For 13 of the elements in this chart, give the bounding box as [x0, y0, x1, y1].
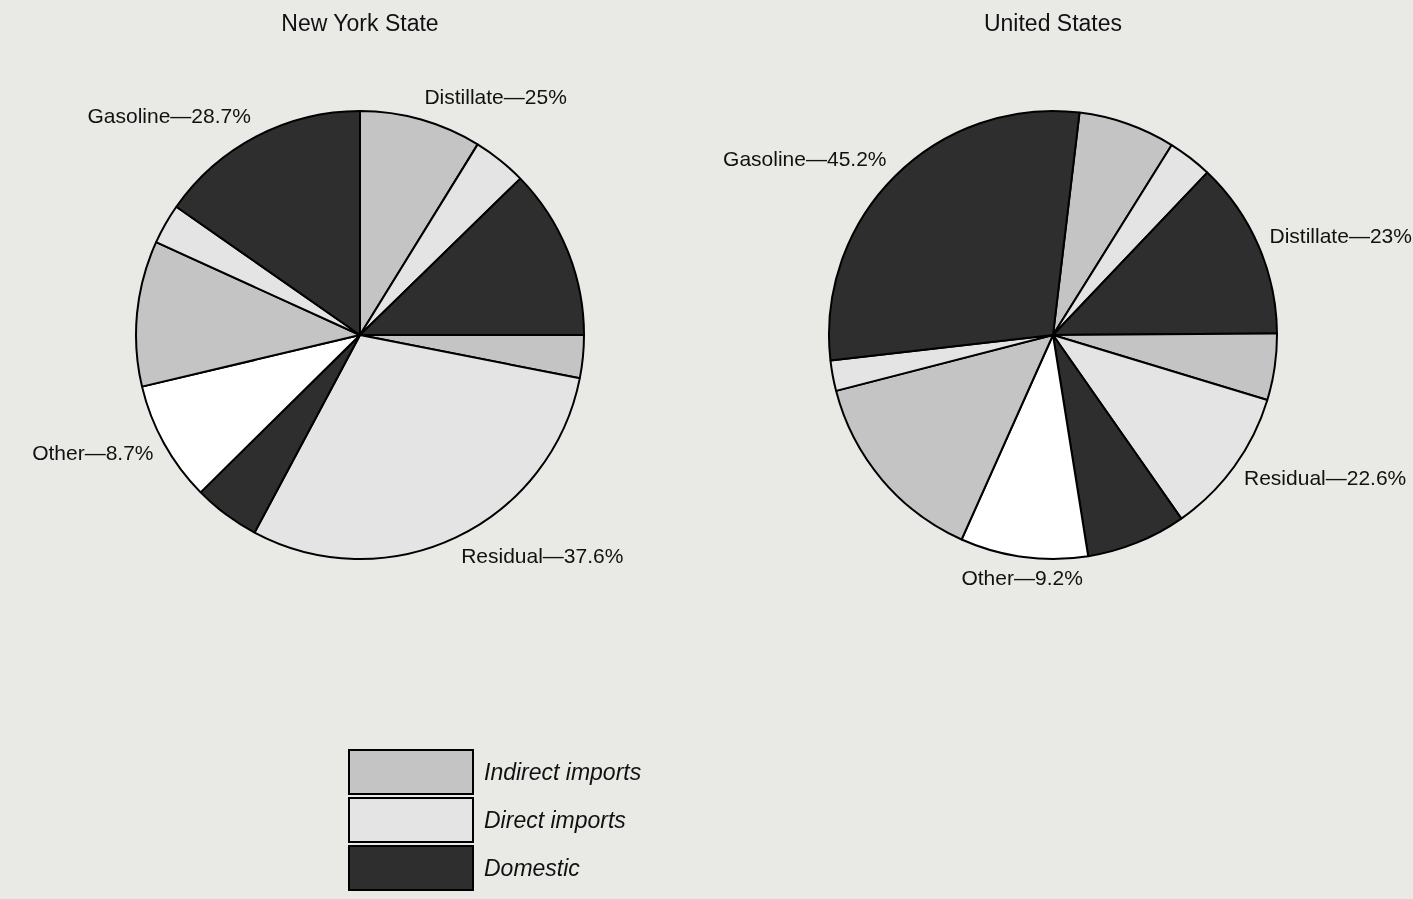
- slice-label: Residual—37.6%: [461, 544, 624, 568]
- slice-label: Distillate—23%: [1269, 223, 1412, 247]
- chart-title: United States: [982, 10, 1124, 37]
- slice-label: Gasoline—28.7%: [87, 103, 251, 127]
- slice-label: Gasoline—45.2%: [723, 147, 887, 171]
- text: Direct imports: [484, 806, 626, 834]
- text: Indirect imports: [484, 758, 642, 786]
- slice-label: Other—8.7%: [32, 440, 154, 464]
- slice-label: Distillate—25%: [424, 85, 567, 109]
- slice-label: Other—9.2%: [961, 565, 1083, 589]
- slice-label: Residual—22.6%: [1244, 466, 1407, 490]
- chart-title: New York State: [280, 10, 440, 37]
- text: Domestic: [484, 854, 580, 882]
